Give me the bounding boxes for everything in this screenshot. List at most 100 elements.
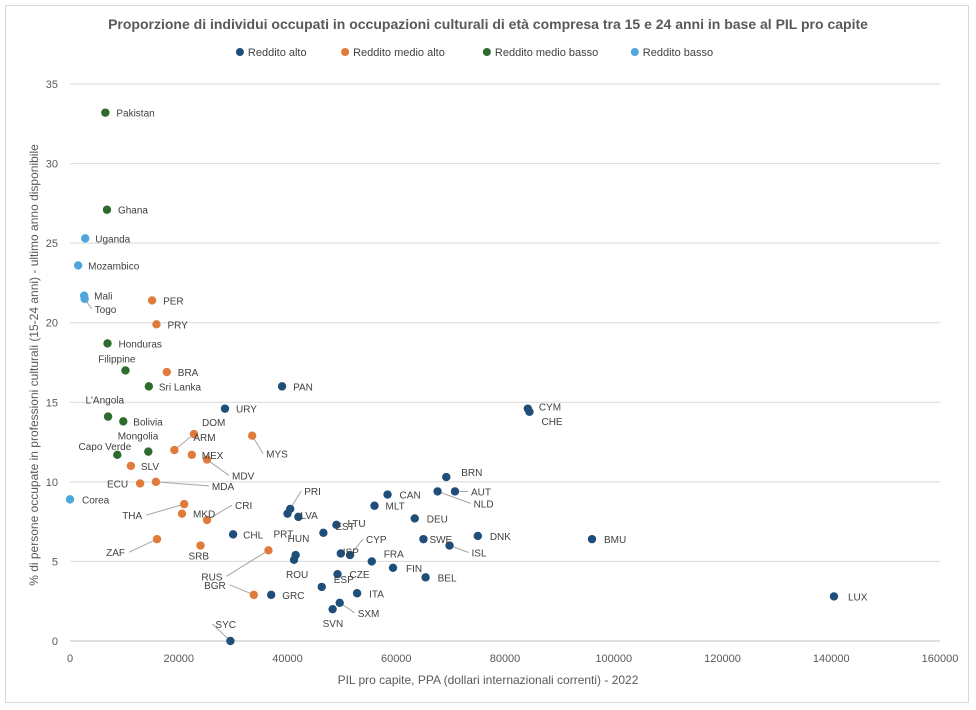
label-syc: SYC <box>215 620 236 631</box>
label-dom: DOM <box>202 418 225 429</box>
point-bmu <box>587 534 597 544</box>
legend-label: Reddito medio basso <box>495 47 598 59</box>
point-ita <box>352 589 362 598</box>
point-cyp <box>345 550 355 560</box>
label-hun: HUN <box>288 534 310 545</box>
label-zaf: ZAF <box>106 548 125 559</box>
x-tick-label: 140000 <box>813 653 850 665</box>
leader-zaf <box>128 538 158 553</box>
legend-item-reddito-medio-alto: Reddito medio alto <box>341 47 445 59</box>
label-arm: ARM <box>193 433 215 444</box>
label-pan: PAN <box>293 382 313 393</box>
label-sxm: SXM <box>358 609 380 620</box>
leader-rus <box>226 549 269 577</box>
label-bolivia: Bolivia <box>133 417 163 428</box>
point-zaf <box>152 534 162 544</box>
label-srb: SRB <box>189 552 210 563</box>
label-mali: Mali <box>94 292 112 303</box>
label-mdv: MDV <box>232 472 255 483</box>
point-arm <box>170 445 179 455</box>
legend: Reddito alto Reddito medio alto Reddito me… <box>235 47 713 59</box>
point-per <box>147 296 157 305</box>
label-pri: PRI <box>304 487 321 498</box>
label-slv: SLV <box>141 462 159 473</box>
point-fra <box>367 557 376 566</box>
point-cze <box>333 569 342 579</box>
point-nld <box>433 487 442 496</box>
legend-marker <box>235 48 244 56</box>
point-fin <box>388 563 398 572</box>
x-tick-label: 20000 <box>163 653 194 665</box>
label-fra: FRA <box>384 549 404 560</box>
point-cri <box>202 515 212 525</box>
label-cyp: CYP <box>366 535 387 546</box>
point-sxm <box>335 598 344 608</box>
label-nld: NLD <box>474 499 494 510</box>
y-tick-label: 20 <box>46 318 58 330</box>
point-lux <box>829 592 839 601</box>
point-ltu <box>332 520 341 530</box>
point-filippine <box>121 366 130 375</box>
leader-nld <box>437 490 471 504</box>
label-mozambico: Mozambico <box>88 261 140 272</box>
label-cze: CZE <box>350 570 370 581</box>
label-filippine: Filippine <box>98 354 136 365</box>
label-pakistan: Pakistan <box>116 109 154 120</box>
legend-label: Reddito medio alto <box>353 47 445 59</box>
label-aut: AUT <box>471 487 491 498</box>
point-grc <box>266 590 276 600</box>
label-ecu: ECU <box>107 479 128 490</box>
point-svn <box>328 604 337 614</box>
point-slv <box>126 461 136 471</box>
label-honduras: Honduras <box>119 339 162 350</box>
point-isl <box>445 541 454 550</box>
label-mkd: MKD <box>193 510 215 521</box>
label-l-angola: L'Angola <box>85 396 124 407</box>
point-pry <box>152 320 161 329</box>
y-tick-label: 10 <box>46 477 58 489</box>
leader-tha <box>146 503 185 516</box>
label-lux: LUX <box>848 592 868 603</box>
point-ecu <box>135 479 145 488</box>
point-togo <box>80 294 89 304</box>
label-uganda: Uganda <box>95 234 130 245</box>
point-brn <box>442 472 451 482</box>
point-mongolia <box>144 447 153 456</box>
point-mozambico <box>73 261 83 270</box>
point-can <box>383 490 392 499</box>
point-capo-verde <box>113 450 122 460</box>
x-tick-label: 0 <box>67 653 73 665</box>
y-tick-label: 5 <box>52 556 58 568</box>
point-chl <box>228 530 238 539</box>
label-mlt: MLT <box>386 502 405 513</box>
x-tick-label: 80000 <box>490 653 521 665</box>
point-dom <box>189 429 199 439</box>
x-tick-label: 160000 <box>922 653 959 665</box>
y-axis-ticks: 0 5 10 15 20 25 30 35 <box>46 79 58 648</box>
label-swe: SWE <box>429 535 452 546</box>
x-tick-label: 60000 <box>381 653 412 665</box>
label-ita: ITA <box>369 589 384 600</box>
label-bmu: BMU <box>604 535 626 546</box>
point-l-angola <box>103 412 113 421</box>
x-axis-ticks: 0 20000 40000 60000 80000 100000 120000 140000 1… <box>67 653 958 665</box>
y-axis-title: % di persone occupate in professioni cul… <box>27 144 41 586</box>
label-mys: MYS <box>266 450 288 461</box>
label-lva: LVA <box>300 511 318 522</box>
point-mys <box>247 431 257 440</box>
label-grc: GRC <box>282 591 304 602</box>
x-tick-label: 100000 <box>595 653 632 665</box>
point-aut <box>450 487 460 496</box>
point-bgr <box>249 590 258 600</box>
legend-item-reddito-medio-basso: Reddito medio basso <box>482 47 598 59</box>
point-tha <box>179 499 189 509</box>
label-isl: ISL <box>472 549 487 560</box>
point-mdv <box>202 455 212 464</box>
label-mex: MEX <box>202 451 224 462</box>
leader-bgr <box>229 584 254 596</box>
label-fin: FIN <box>406 564 422 575</box>
point-honduras <box>103 339 112 348</box>
label-ghana: Ghana <box>118 206 148 217</box>
label-est: EST <box>335 522 354 533</box>
